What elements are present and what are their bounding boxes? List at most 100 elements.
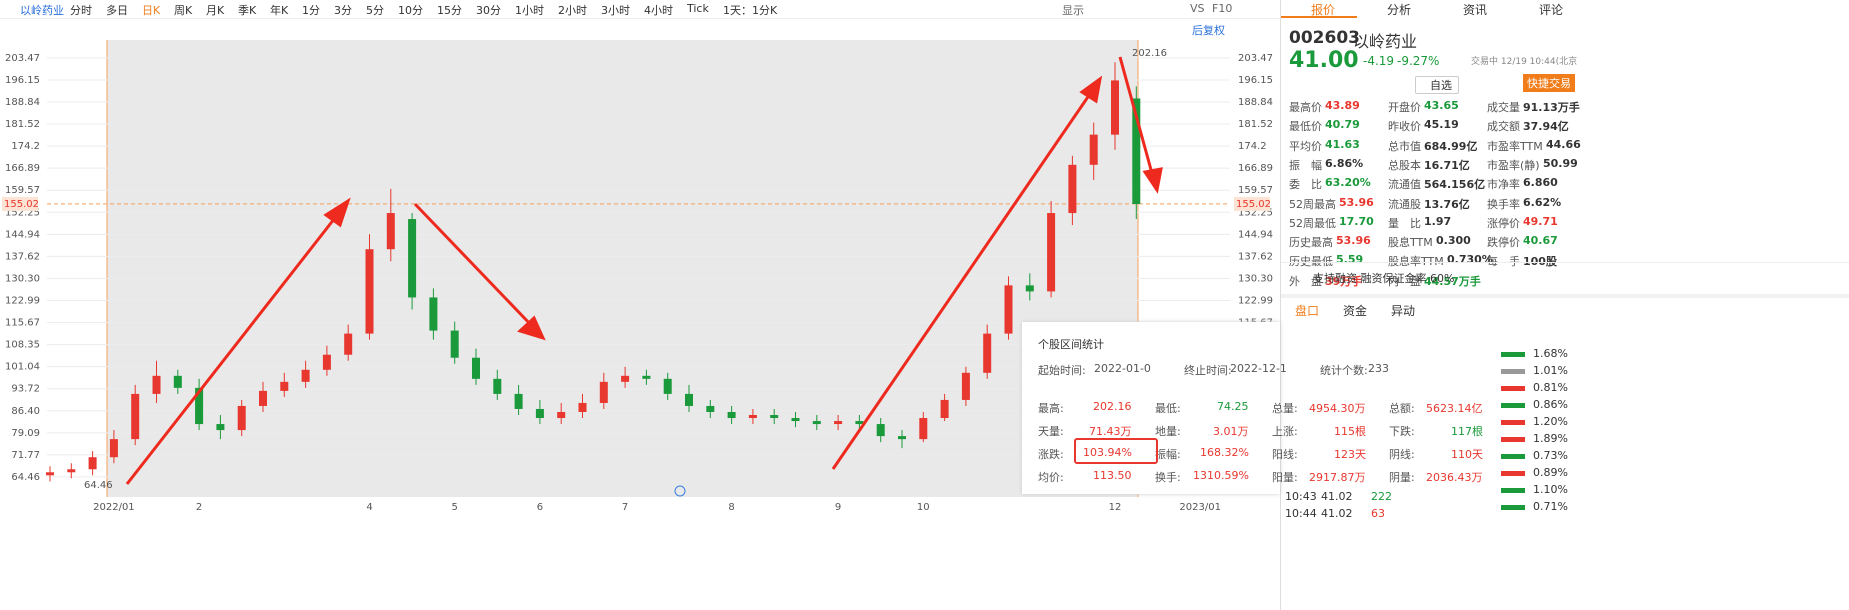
candle-body: [663, 378, 672, 394]
field-value: 13.76亿: [1424, 197, 1470, 211]
y-tick-label-right: 152.25: [1238, 207, 1273, 218]
candle-body: [834, 421, 843, 425]
tool[interactable]: F10: [1212, 2, 1233, 15]
field-value: 39万手: [1325, 274, 1363, 288]
level-bar: [1501, 403, 1525, 408]
candle-body: [578, 402, 587, 412]
period-tab[interactable]: 15分: [437, 4, 462, 17]
field-value: 564.156亿: [1424, 178, 1486, 192]
field-value: 43.89: [1325, 99, 1360, 112]
candle-body: [280, 381, 289, 391]
candle-body: [855, 421, 864, 425]
x-tick-label: 5: [452, 502, 458, 513]
period-tab[interactable]: 周K: [174, 4, 193, 17]
stats-value: 74.25: [1217, 400, 1249, 413]
tab[interactable]: 盘口: [1295, 304, 1320, 318]
period-tab[interactable]: 1天：1分K: [723, 4, 778, 17]
price-badge: [2, 196, 38, 211]
selection-range: [107, 40, 1138, 497]
field-value: 49.71: [1523, 214, 1558, 228]
candle-body: [940, 399, 949, 419]
candle-body: [535, 408, 544, 419]
candle-body: [472, 357, 480, 379]
high-label: 202.16: [1132, 48, 1167, 59]
y-tick-label: 159.57: [5, 185, 40, 196]
candle-body: [344, 333, 353, 355]
level-bar: [1501, 352, 1525, 357]
candle-body: [46, 472, 54, 476]
stats-label: 地量:: [1155, 425, 1181, 438]
candle-body: [131, 393, 140, 440]
period-tab[interactable]: 1小时: [515, 4, 544, 17]
stock-tab[interactable]: 以岭药业: [20, 4, 64, 17]
tab[interactable]: 评论: [1539, 3, 1564, 17]
x-tick-label: 4: [366, 502, 372, 513]
period-tab[interactable]: 1分: [302, 4, 320, 17]
period-tab[interactable]: 4小时: [644, 4, 673, 17]
tab[interactable]: 资讯: [1463, 3, 1488, 17]
tool[interactable]: VS: [1190, 2, 1205, 15]
field-label: 市净率: [1487, 178, 1520, 192]
period-tab[interactable]: 5分: [366, 4, 384, 17]
watch-button[interactable]: 自选: [1415, 76, 1459, 94]
y-tick-label: 115.67: [5, 318, 40, 329]
tab[interactable]: 报价: [1311, 3, 1336, 17]
period-tab[interactable]: 3分: [334, 4, 352, 17]
tab[interactable]: 分析: [1387, 3, 1412, 17]
field-value: 6.860: [1523, 176, 1558, 190]
period-tab[interactable]: 日K: [142, 4, 161, 17]
divider: [1281, 294, 1849, 298]
level-bar: [1501, 386, 1525, 391]
level-pct: 1.01%: [1533, 364, 1568, 377]
field-label: 跌停价: [1487, 236, 1520, 250]
y-tick-label-right: 159.57: [1238, 185, 1273, 196]
tool[interactable]: 显示: [1062, 4, 1084, 17]
period-tab[interactable]: Tick: [687, 2, 709, 15]
y-tick-label-right: 130.30: [1238, 273, 1273, 284]
marker-icon[interactable]: [674, 485, 686, 497]
level-bar: [1501, 369, 1525, 374]
right-panel: 报价 分析 资讯 评论 002603 以岭药业 41.00 -4.19 -9.27% 交易中 12…: [1280, 0, 1849, 610]
period-tab[interactable]: 分时: [70, 4, 92, 17]
field-label: 量 比: [1388, 216, 1421, 230]
candle-body: [983, 333, 992, 373]
trend-arrows: [125, 56, 1163, 485]
period-tab[interactable]: 月K: [206, 4, 225, 17]
level-bar: [1501, 471, 1525, 476]
y-tick-label: 64.46: [11, 472, 40, 483]
field-label: 成交量: [1487, 101, 1520, 114]
y-tick-label: 174.2: [11, 141, 40, 152]
tab-underline: [1281, 16, 1357, 18]
period-tab[interactable]: 10分: [398, 4, 423, 17]
candle-body: [599, 381, 608, 403]
period-tab[interactable]: 3小时: [601, 4, 630, 17]
candle-body: [642, 375, 651, 379]
stats-value: 71.43万: [1089, 425, 1132, 438]
period-tab[interactable]: 年K: [270, 4, 289, 17]
tab[interactable]: 资金: [1343, 304, 1368, 318]
field-value: 40.79: [1325, 118, 1360, 132]
candle-body: [88, 457, 97, 470]
candle-body: [408, 219, 417, 298]
trade-button[interactable]: 快捷交易: [1523, 74, 1575, 92]
period-tab[interactable]: 2小时: [558, 4, 587, 17]
field-value: 45.19: [1424, 118, 1459, 132]
y-tick-label: 203.47: [5, 53, 40, 64]
stats-value: 4954.30万: [1309, 402, 1366, 415]
candle-body: [919, 418, 928, 440]
period-tab[interactable]: 30分: [476, 4, 501, 17]
stats-label: 总量:: [1272, 402, 1298, 415]
level-pct: 0.73%: [1533, 449, 1568, 462]
level-pct: 1.20%: [1533, 415, 1568, 428]
field-value: 100股: [1523, 255, 1557, 269]
stats-label: 最低:: [1155, 402, 1181, 415]
period-tab[interactable]: 多日: [106, 4, 128, 17]
stats-value: 168.32%: [1200, 446, 1249, 459]
x-tick-label: 2023/01: [1179, 502, 1221, 513]
adjust-button[interactable]: 后复权: [1192, 24, 1225, 37]
stats-value: 113.50: [1093, 469, 1132, 482]
tab[interactable]: 异动: [1391, 304, 1416, 318]
period-tab[interactable]: 季K: [238, 4, 257, 17]
field-value: 17.70: [1339, 214, 1374, 228]
stats-label: 阳线:: [1272, 448, 1298, 461]
